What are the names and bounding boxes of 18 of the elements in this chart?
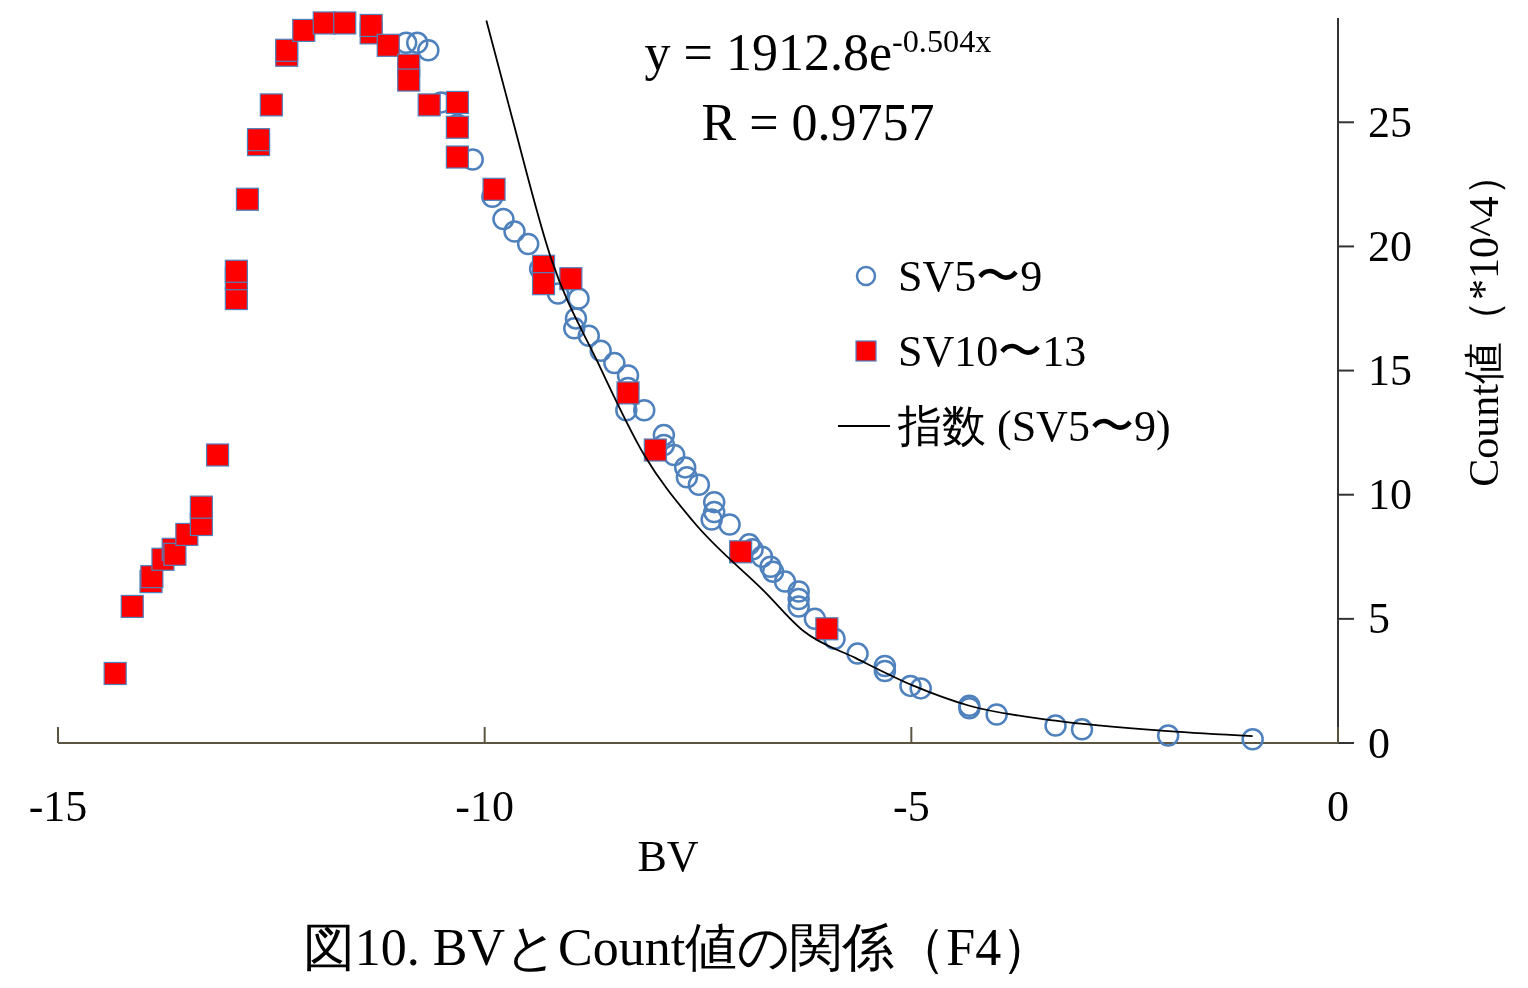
- y2-tick-label: 5: [1368, 594, 1390, 644]
- y2-tick-label: 0: [1368, 718, 1390, 768]
- x-tick-label: -15: [28, 782, 88, 831]
- legend-label: SV5〜9: [898, 252, 1043, 301]
- annotation: R = 0.9757: [701, 94, 935, 151]
- x-tick-label: 0: [1327, 782, 1349, 831]
- x-tick-label: -5: [893, 782, 930, 831]
- annotation: y = 1912.8e$^{-0.504x}$: [644, 23, 992, 81]
- y2-tick-label: 10: [1368, 470, 1412, 520]
- y2-tick-label: 25: [1368, 97, 1412, 147]
- legend-label: 指数 (SV5〜9): [897, 402, 1171, 451]
- text: 図10. BVとCount値の関係（F4）: [302, 919, 1054, 976]
- y2-tick-label: 20: [1368, 221, 1412, 271]
- y2-axis-title: Count値（*10^4）: [1461, 154, 1507, 487]
- legend-label: SV10〜13: [898, 327, 1087, 376]
- y2-tick-label: 15: [1368, 346, 1412, 396]
- x-tick-label: -10: [455, 782, 514, 831]
- x-axis-title: BV: [637, 832, 699, 881]
